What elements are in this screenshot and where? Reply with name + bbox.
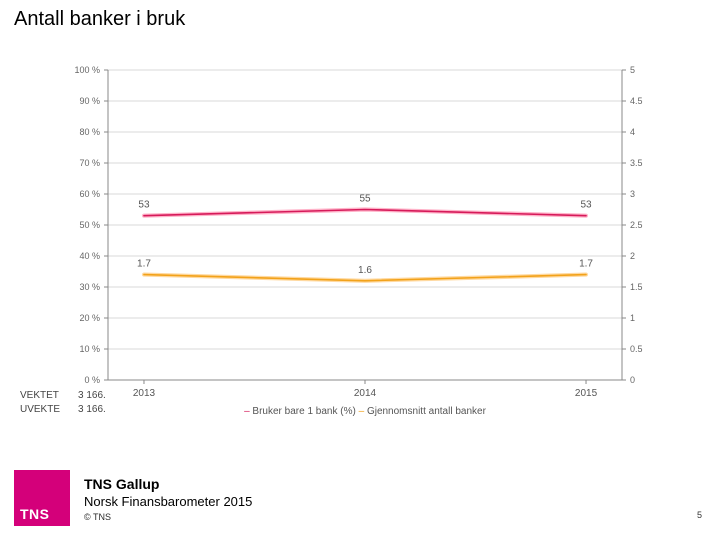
ytick-left-label: 80 %	[79, 127, 100, 137]
copyright: © TNS	[84, 512, 111, 522]
chart-container: 0 % 10 % 20 % 30 % 40 % 50 % 60 % 70 % 80 % 90 % 1…	[50, 60, 670, 420]
ytick-left-label: 10 %	[79, 344, 100, 354]
ytick-right-label: 0	[630, 375, 635, 385]
footer: TNS TNS Gallup Norsk Finansbarometer 201…	[14, 470, 706, 526]
ytick-left-label: 0 %	[84, 375, 100, 385]
ytick-left-label: 70 %	[79, 158, 100, 168]
ytick-left-label: 20 %	[79, 313, 100, 323]
ytick-right-label: 0.5	[630, 344, 643, 354]
uvektet-value: 3 166.	[78, 404, 106, 415]
xtick-label: 2015	[575, 388, 598, 399]
ytick-right-label: 1.5	[630, 282, 643, 292]
brand-subtitle: Norsk Finansbarometer 2015	[84, 494, 252, 509]
ytick-right-label: 3.5	[630, 158, 643, 168]
data-label: 55	[359, 194, 371, 205]
ytick-left-label: 50 %	[79, 220, 100, 230]
vektet-value: 3 166.	[78, 390, 106, 401]
meta-block: VEKTET UVEKTE	[20, 389, 60, 417]
ytick-right-label: 3	[630, 189, 635, 199]
meta-values: 3 166. 3 166.	[78, 389, 106, 417]
ytick-left-label: 30 %	[79, 282, 100, 292]
xtick-label: 2013	[133, 388, 156, 399]
ytick-left-label: 60 %	[79, 189, 100, 199]
ytick-right-label: 1	[630, 313, 635, 323]
vektet-label: VEKTET	[20, 390, 59, 401]
uvektet-label: UVEKTE	[20, 404, 60, 415]
ytick-right-label: 2	[630, 251, 635, 261]
brand-name: TNS Gallup	[84, 476, 159, 492]
line-chart: 0 % 10 % 20 % 30 % 40 % 50 % 60 % 70 % 80 % 90 % 1…	[50, 60, 670, 420]
xtick-label: 2014	[354, 388, 377, 399]
ytick-right-label: 2.5	[630, 220, 643, 230]
data-label: 53	[580, 200, 592, 211]
slide-title: Antall banker i bruk	[14, 8, 185, 31]
data-label: 1.7	[579, 259, 593, 270]
tns-logo: TNS	[14, 470, 70, 526]
ytick-left-label: 40 %	[79, 251, 100, 261]
ytick-left-label: 100 %	[74, 65, 100, 75]
ytick-right-label: 4	[630, 127, 635, 137]
chart-bg	[50, 60, 670, 420]
ytick-left-label: 90 %	[79, 96, 100, 106]
page-number: 5	[697, 510, 702, 520]
tns-logo-text: TNS	[20, 506, 50, 522]
ytick-right-label: 4.5	[630, 96, 643, 106]
data-label: 1.7	[137, 259, 151, 270]
ytick-right-label: 5	[630, 65, 635, 75]
data-label: 1.6	[358, 265, 372, 276]
data-label: 53	[138, 200, 150, 211]
legend: ‒ Bruker bare 1 bank (%) ‒ Gjennomsnitt …	[244, 406, 486, 417]
